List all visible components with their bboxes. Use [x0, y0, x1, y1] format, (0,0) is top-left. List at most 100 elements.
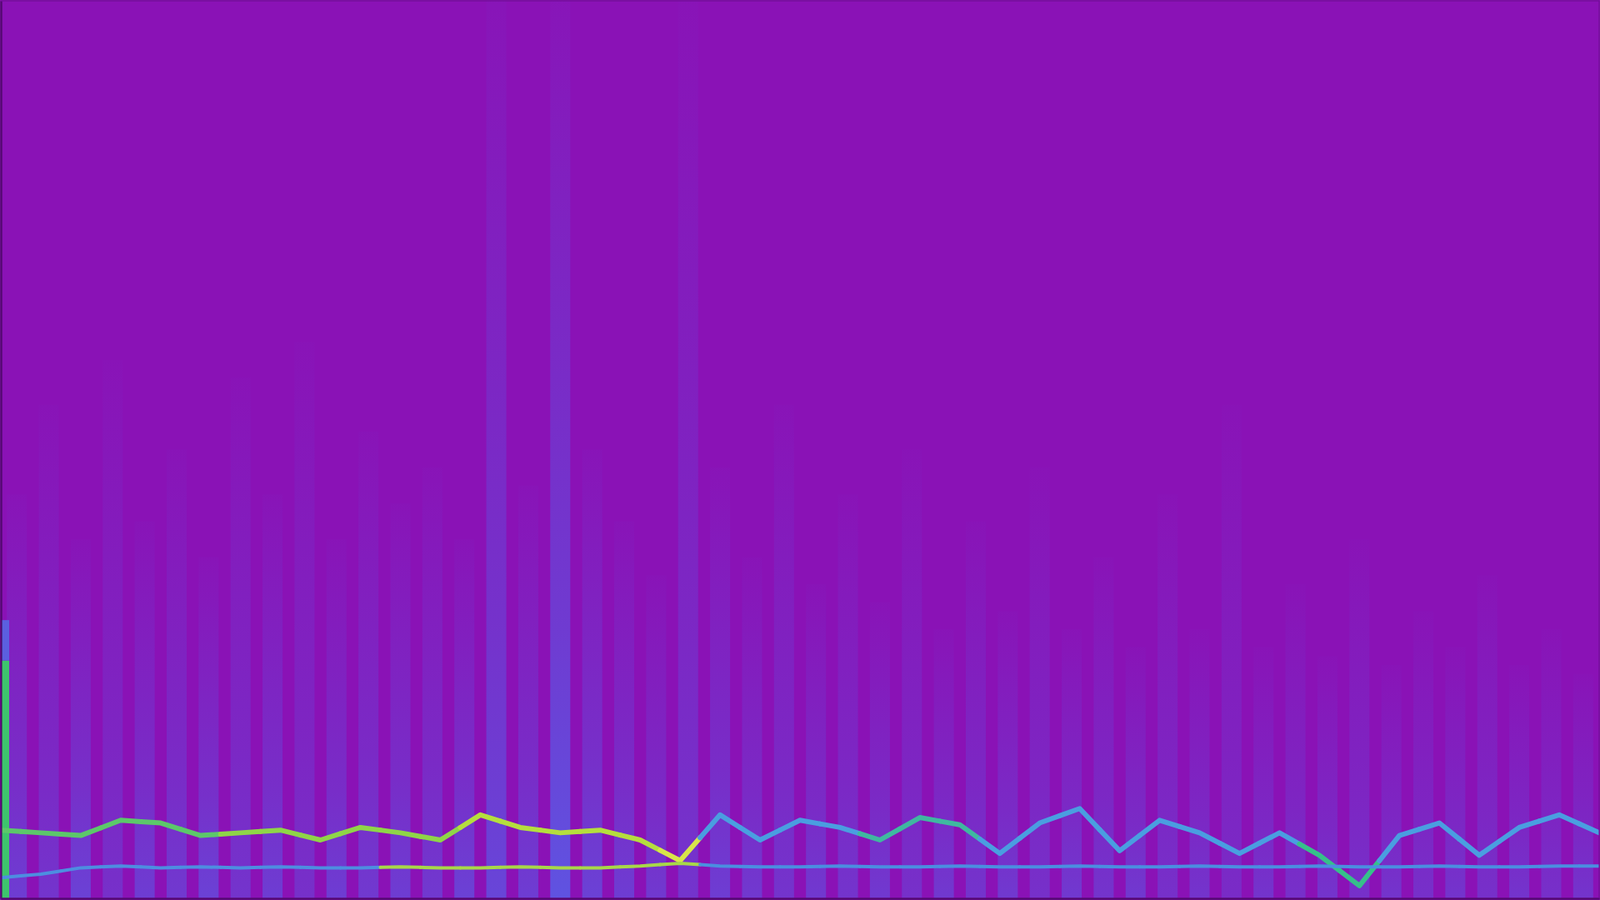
line-piece [1140, 820, 1180, 835]
line-piece [1219, 865, 1260, 870]
plot-frame [0, 0, 1600, 899]
line-piece [980, 865, 1020, 870]
line-piece [1499, 820, 1540, 841]
line-piece [1339, 865, 1380, 870]
spectrogram-stripe [422, 467, 443, 899]
line-piece [140, 866, 181, 868]
line-piece [260, 830, 301, 835]
spectrogram-stripe [1221, 405, 1242, 899]
line-piece [20, 831, 61, 835]
spectrogram-stripe [1540, 629, 1561, 899]
line-piece [1259, 832, 1300, 844]
line-piece [100, 865, 141, 867]
line-piece [940, 820, 980, 840]
line-piece [1299, 864, 1340, 869]
line-piece [1100, 865, 1140, 870]
line-piece [500, 820, 540, 830]
line-piece [820, 864, 860, 869]
line-piece [220, 831, 261, 835]
line-piece [380, 865, 421, 870]
line-piece [420, 865, 460, 870]
spectrogram-stripe [741, 557, 762, 899]
line-piece [700, 815, 740, 838]
line-piece [1419, 823, 1460, 840]
line-piece [860, 865, 900, 870]
spectrogram-stripe [838, 494, 859, 899]
line-piece [260, 865, 301, 870]
line-piece [1180, 826, 1220, 844]
line-piece [1379, 865, 1420, 870]
line-piece [0, 830, 21, 832]
line-piece [700, 865, 740, 867]
line-piece [1140, 865, 1180, 870]
spectrogram-stripe [230, 377, 251, 899]
line-piece [1379, 829, 1420, 861]
line-piece [1299, 844, 1340, 871]
spectrogram-stripe [326, 539, 347, 899]
line-piece [300, 833, 341, 840]
line-piece [540, 830, 580, 833]
spectrogram-stripe [518, 485, 539, 899]
spectrogram-stripe [486, 0, 507, 899]
line-piece [780, 865, 820, 870]
spectrogram-stripe [1285, 584, 1306, 899]
spectrogram-stripe [1093, 557, 1114, 899]
line-piece [140, 821, 181, 830]
spectrogram-stripe [1190, 629, 1210, 899]
line-piece [500, 865, 540, 870]
spectrogram-stripe [1157, 494, 1178, 899]
line-piece [60, 827, 101, 835]
plot [0, 0, 1600, 900]
spectrogram-stripe [1030, 467, 1050, 899]
spectrogram-stripe [1381, 665, 1402, 899]
plot-background [0, 0, 1600, 899]
line-piece [900, 865, 940, 870]
line-piece [740, 865, 780, 870]
line-piece [660, 863, 700, 865]
spectrogram-stripe [70, 539, 91, 899]
spectrogram-stripe [1445, 646, 1465, 899]
line-piece [0, 875, 21, 878]
spectrogram-stripe [1413, 610, 1434, 899]
line-piece [420, 827, 460, 840]
spectrogram-stripe [1253, 646, 1274, 899]
line-piece [980, 838, 1020, 854]
line-piece [460, 815, 500, 828]
spectrogram-stripe [1509, 665, 1530, 899]
spectrogram-stripe [198, 557, 219, 899]
spectrogram-stripe [294, 341, 315, 899]
line-piece [460, 865, 500, 870]
line-piece [580, 866, 620, 868]
line-piece [1100, 830, 1140, 851]
line-piece [540, 865, 580, 870]
line-piece [20, 870, 61, 876]
line-piece [1020, 865, 1060, 870]
line-piece [620, 835, 660, 850]
line-piece [1419, 864, 1460, 869]
spectrogram-stripe [805, 584, 826, 899]
line-piece [1060, 808, 1100, 830]
spectrogram-stripe [390, 503, 411, 899]
line-piece [1539, 815, 1580, 825]
line-piece [1579, 824, 1600, 834]
line-piece [1579, 864, 1600, 868]
line-piece [340, 827, 381, 835]
spectrogram-stripe [1061, 629, 1082, 899]
line-piece [620, 865, 660, 868]
line-piece [100, 820, 141, 828]
marks [0, 0, 1600, 899]
spectrogram-stripe [262, 494, 283, 899]
spectrogram-stripe [1125, 646, 1146, 899]
spectrogram-stripe [39, 405, 60, 899]
spectrogram-stripe [614, 521, 635, 899]
line-piece [60, 866, 101, 871]
chart [0, 0, 1600, 900]
line-piece [1339, 860, 1380, 886]
line-piece [1539, 864, 1580, 869]
spectrogram-stripe [102, 360, 123, 899]
line-piece [1219, 843, 1260, 854]
spectrogram-stripe [1349, 539, 1370, 899]
line-piece [220, 865, 261, 870]
line-piece [740, 827, 780, 840]
line-piece [300, 865, 341, 870]
